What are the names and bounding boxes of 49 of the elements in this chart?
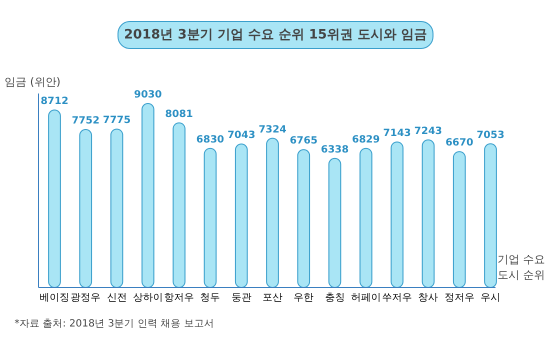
- bar: [48, 109, 61, 288]
- bar: [390, 141, 404, 288]
- x-tick-label: 우시: [480, 292, 500, 304]
- x-tick-label: 허페이: [350, 292, 381, 304]
- x-tick-label: 둥관: [231, 292, 252, 304]
- x-tick-label: 포산: [262, 292, 282, 304]
- bar: [110, 128, 124, 288]
- x-tick-label: 청두: [200, 292, 220, 304]
- data-label: 6829: [352, 134, 380, 146]
- x-tick-label: 신전: [106, 292, 127, 304]
- bar: [172, 122, 186, 288]
- x-tick-label: 창사: [418, 292, 438, 304]
- bar: [234, 143, 248, 288]
- x-tick-label: 정저우: [444, 292, 474, 304]
- x-tick-label: 베이징: [40, 292, 70, 304]
- data-label: 6338: [320, 144, 349, 156]
- y-axis-title: 임금 (위안): [4, 76, 61, 88]
- x-tick-label: 항저우: [164, 292, 194, 304]
- x-tick-label: 광정우: [70, 292, 101, 304]
- data-label: 7752: [72, 116, 100, 127]
- chart-title: 2018년 3분기 기업 수요 순위 15위권 도시와 임금: [124, 28, 427, 42]
- data-label: 6765: [290, 136, 318, 147]
- bar: [204, 148, 217, 288]
- text: *자료 출처: 2018년 3분기 인력 채용 보고서: [14, 318, 214, 330]
- bar: [360, 148, 372, 288]
- bar: [142, 103, 154, 288]
- bar: [484, 143, 497, 288]
- x-tick-label: 쑤저우: [382, 292, 412, 304]
- bar: [328, 158, 342, 288]
- bar: [422, 139, 435, 288]
- data-label: 6670: [445, 138, 474, 149]
- data-label: 8712: [40, 96, 68, 107]
- data-label: 9030: [134, 90, 162, 100]
- data-label: 7324: [258, 124, 286, 136]
- bar: [266, 138, 279, 288]
- data-label: 7143: [383, 128, 412, 139]
- x-tick-label: 우한: [294, 292, 314, 304]
- bar: [79, 129, 92, 288]
- bar: [452, 151, 466, 288]
- x-tick-label: 충칭: [324, 292, 345, 304]
- data-label: 7053: [476, 130, 504, 141]
- bar: [297, 149, 310, 288]
- data-label: 7775: [102, 115, 131, 126]
- data-label: 7243: [414, 126, 442, 137]
- data-label: 8081: [165, 108, 194, 120]
- x-axis-title: 기업 수요 도시 순위: [498, 252, 545, 282]
- data-label: 7043: [227, 130, 256, 141]
- data-label: 6830: [196, 134, 224, 146]
- x-tick-label: 상하이: [132, 292, 163, 304]
